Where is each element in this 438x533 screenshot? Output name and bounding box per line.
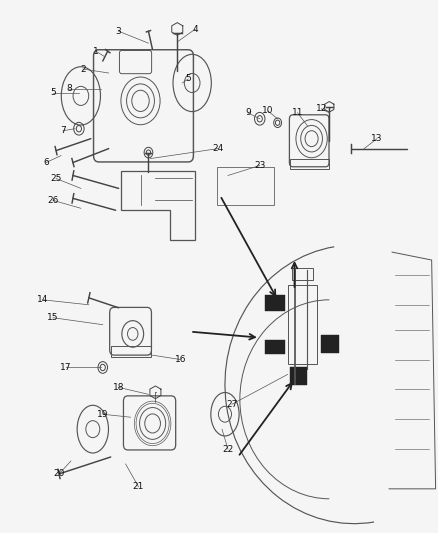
Text: 23: 23 — [254, 161, 265, 170]
Text: 11: 11 — [292, 108, 303, 117]
Bar — [265, 340, 285, 353]
Text: 1: 1 — [93, 46, 99, 55]
Text: 18: 18 — [113, 383, 124, 392]
Text: 16: 16 — [174, 355, 186, 364]
Text: 22: 22 — [223, 445, 233, 454]
Text: 4: 4 — [192, 25, 198, 34]
Text: 5: 5 — [185, 75, 191, 84]
Text: 12: 12 — [316, 104, 327, 114]
Bar — [292, 268, 314, 280]
Text: 20: 20 — [53, 470, 65, 479]
Bar — [290, 367, 307, 385]
Text: 25: 25 — [50, 174, 62, 183]
Text: 24: 24 — [212, 144, 224, 153]
Text: 5: 5 — [50, 88, 56, 98]
Bar — [321, 335, 339, 352]
Text: 26: 26 — [47, 196, 59, 205]
Text: 13: 13 — [371, 134, 383, 143]
Text: 19: 19 — [97, 410, 109, 419]
Text: 6: 6 — [43, 158, 49, 167]
Text: 3: 3 — [116, 27, 121, 36]
Text: 2: 2 — [80, 64, 86, 74]
Text: 7: 7 — [60, 126, 66, 135]
Text: 9: 9 — [245, 108, 251, 117]
Text: 21: 21 — [133, 482, 144, 491]
Text: 10: 10 — [262, 106, 273, 115]
Text: 17: 17 — [60, 363, 72, 372]
Bar — [288, 285, 318, 365]
Text: 27: 27 — [226, 400, 237, 409]
Text: 8: 8 — [66, 84, 72, 93]
Text: 14: 14 — [37, 295, 49, 304]
Text: 15: 15 — [47, 313, 59, 322]
Bar — [265, 295, 285, 311]
